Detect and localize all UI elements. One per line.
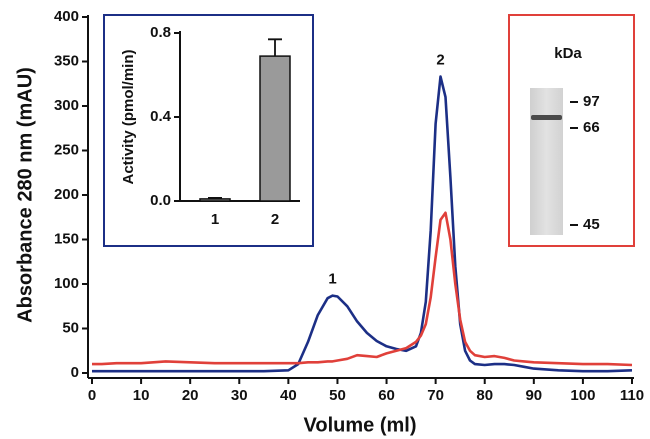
y-tick-label: 400 bbox=[54, 8, 79, 25]
error-bar bbox=[208, 198, 222, 199]
x-tick-label: 100 bbox=[570, 387, 595, 404]
y-tick-label: 200 bbox=[54, 186, 79, 203]
x-tick-label: 90 bbox=[525, 387, 542, 404]
x-tick-label: 60 bbox=[378, 387, 395, 404]
y-tick-label: 300 bbox=[54, 97, 79, 114]
y-tick-label: 150 bbox=[54, 230, 79, 247]
gel-band bbox=[531, 115, 562, 120]
x-tick-label: 2 bbox=[271, 211, 279, 228]
x-tick-label: 10 bbox=[133, 387, 150, 404]
gel-lane bbox=[530, 88, 563, 235]
x-tick-label: 80 bbox=[476, 387, 493, 404]
gel-panel: kDa bbox=[509, 15, 634, 246]
gel-unit: kDa bbox=[554, 45, 582, 62]
y-tick-label: 50 bbox=[62, 319, 79, 336]
y-tick-label: 100 bbox=[54, 275, 79, 292]
x-tick-label: 0 bbox=[88, 387, 96, 404]
x-tick-label: 30 bbox=[231, 387, 248, 404]
y-tick-label: 250 bbox=[54, 141, 79, 158]
x-axis-label: Volume (ml) bbox=[304, 414, 417, 436]
peak-label: 2 bbox=[436, 52, 444, 69]
inset-chart: Activity (pmol/min) 0.0 0.4 0.8 1 2 bbox=[104, 15, 313, 246]
x-tick-label: 110 bbox=[620, 387, 644, 404]
y-tick-label: 350 bbox=[54, 52, 79, 69]
x-tick-label: 50 bbox=[329, 387, 346, 404]
y-tick-label: 0.4 bbox=[150, 108, 172, 125]
y-tick-label: 0 bbox=[71, 364, 79, 381]
y-axis-label: Activity (pmol/min) bbox=[120, 49, 137, 184]
marker-label: 97 bbox=[583, 93, 600, 110]
x-tick-label: 1 bbox=[211, 211, 219, 228]
x-tick-label: 40 bbox=[280, 387, 297, 404]
marker-label: 45 bbox=[583, 216, 600, 233]
bar bbox=[200, 199, 230, 201]
peak-label: 1 bbox=[328, 271, 336, 288]
x-tick-label: 70 bbox=[427, 387, 444, 404]
chart: Volume (ml) Absorbance 280 nm (mAU) kDa … bbox=[0, 0, 650, 439]
y-tick-label: 0.0 bbox=[150, 192, 171, 209]
marker-label: 66 bbox=[583, 119, 600, 136]
y-tick-label: 0.8 bbox=[150, 24, 171, 41]
x-tick-label: 20 bbox=[182, 387, 199, 404]
y-axis-label: Absorbance 280 nm (mAU) bbox=[14, 67, 36, 323]
bar bbox=[260, 56, 290, 201]
